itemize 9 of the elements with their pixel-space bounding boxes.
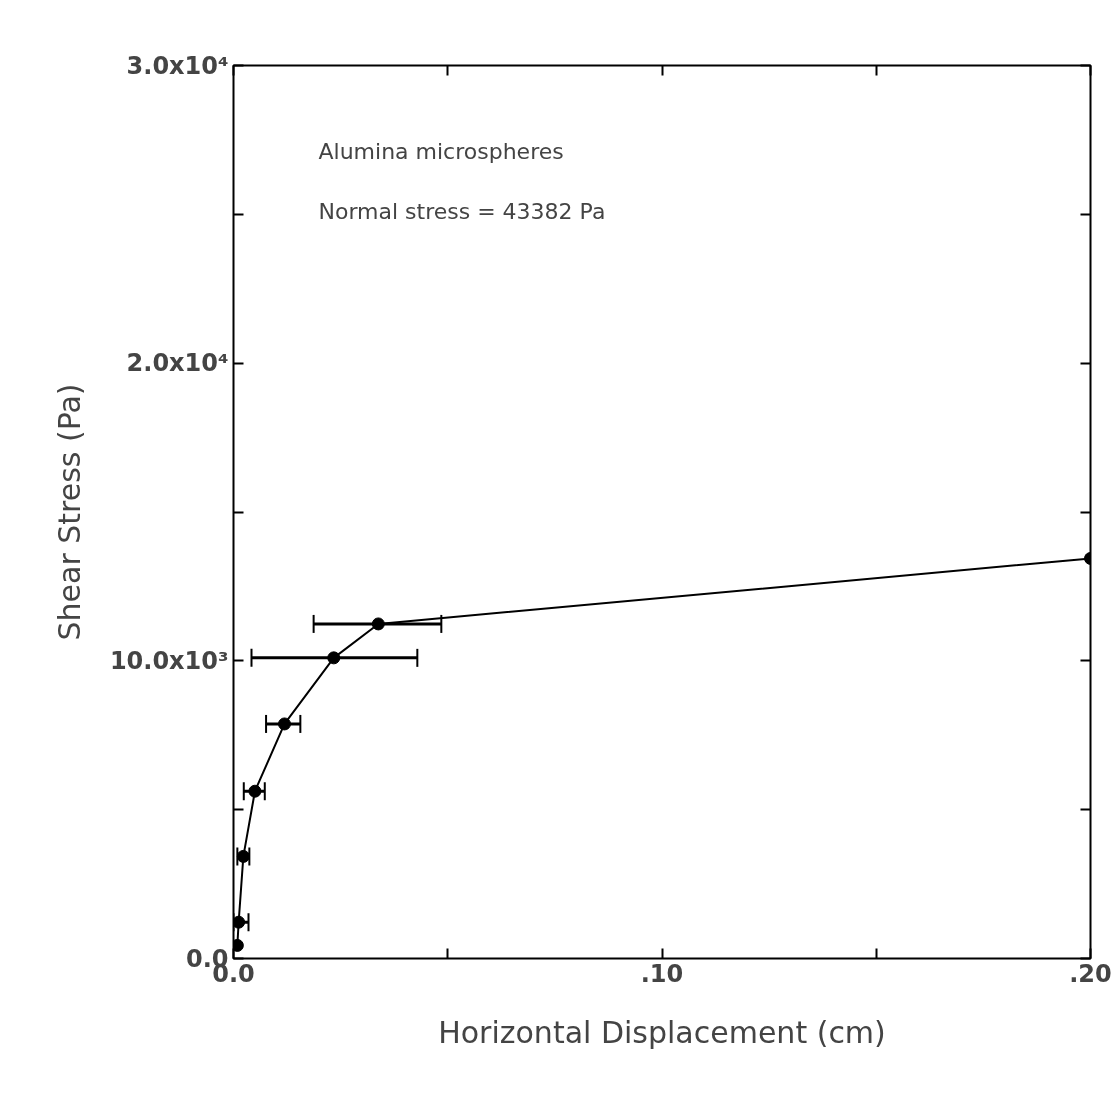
annotation: Alumina microspheres	[318, 138, 564, 164]
x-tick-label: .20	[1069, 959, 1112, 988]
y-tick-label: 2.0x10⁴	[126, 349, 229, 378]
x-axis-title: Horizontal Displacement (cm)	[438, 1014, 886, 1050]
annotation: Normal stress = 43382 Pa	[318, 198, 606, 224]
y-axis-title: Shear Stress (Pa)	[51, 383, 87, 641]
x-tick-label: .10	[640, 959, 684, 988]
y-tick-label: 3.0x10⁴	[126, 51, 229, 80]
y-tick-label: 10.0x10³	[109, 646, 229, 675]
